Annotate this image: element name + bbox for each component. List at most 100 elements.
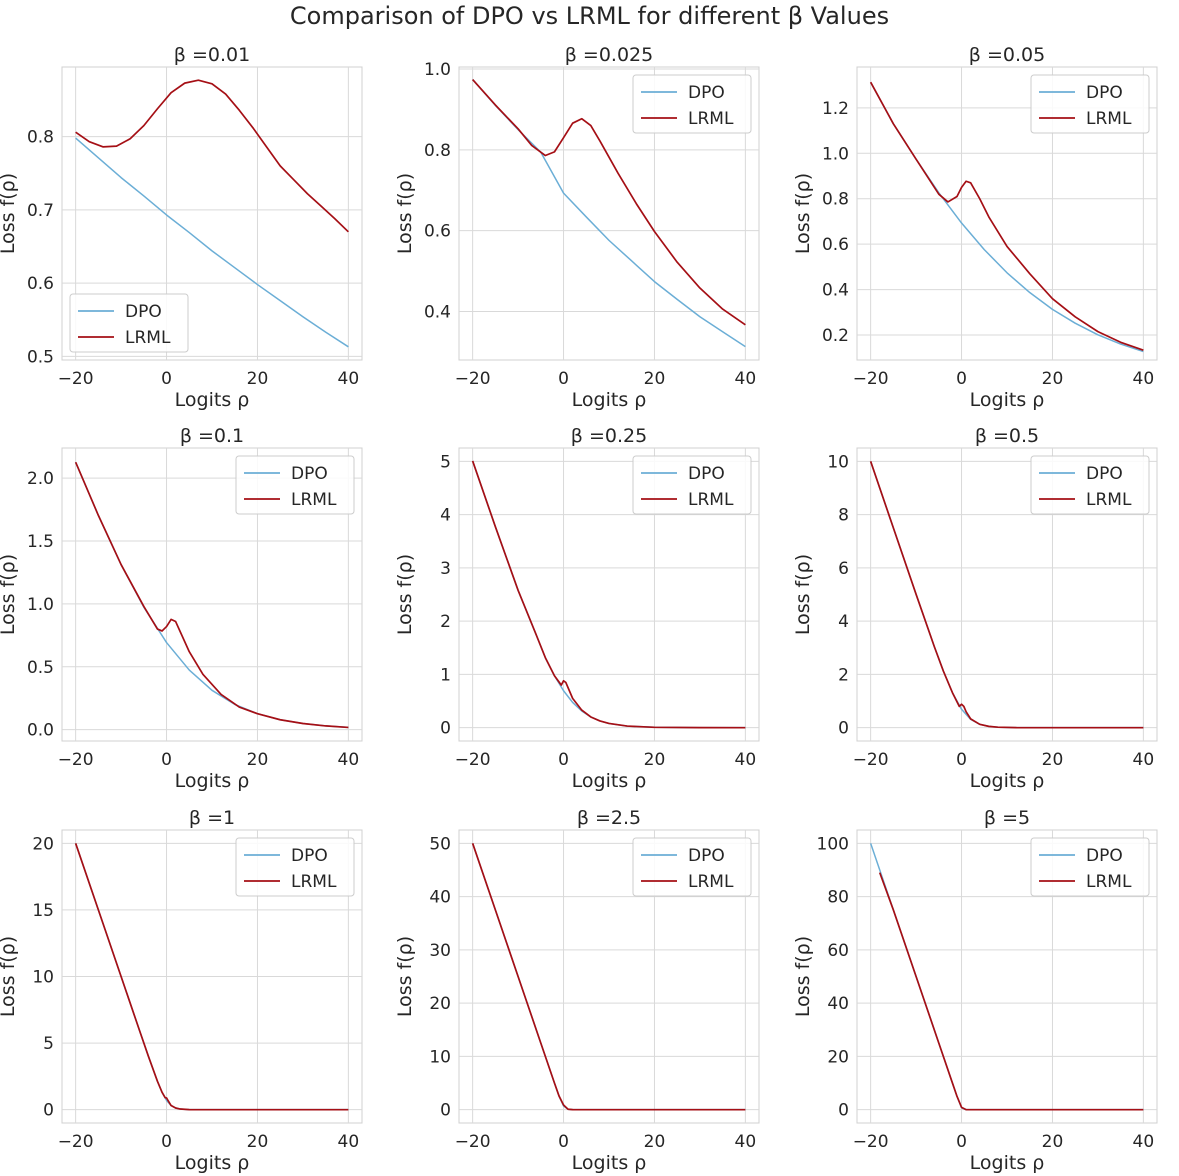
series-line-lrml xyxy=(74,461,349,729)
y-tick-label: 0 xyxy=(838,719,849,739)
y-tick-label: 0.8 xyxy=(822,190,849,210)
series-group xyxy=(471,843,746,1111)
y-tick-label: 0.6 xyxy=(822,235,849,255)
y-tick-label: 0.6 xyxy=(27,274,54,294)
x-tick-label: 40 xyxy=(735,1132,757,1152)
x-tick-label: 0 xyxy=(161,369,172,389)
legend-label-lrml: LRML xyxy=(688,109,734,129)
x-tick-label: 40 xyxy=(735,369,757,389)
series-line-lrml xyxy=(878,872,1144,1111)
x-tick-label: −20 xyxy=(455,1132,491,1152)
y-tick-label: 1.2 xyxy=(822,99,849,119)
x-tick-label: 0 xyxy=(558,1132,569,1152)
x-tick-label: −20 xyxy=(58,369,94,389)
y-tick-label: 40 xyxy=(429,888,451,908)
y-tick-label: 3 xyxy=(440,559,451,579)
x-tick-label: 20 xyxy=(1042,1132,1064,1152)
subplot-title: β =0.1 xyxy=(180,425,244,447)
x-tick-label: 0 xyxy=(558,369,569,389)
legend-label-lrml: LRML xyxy=(688,490,734,510)
x-tick-label: −20 xyxy=(455,750,491,770)
y-tick-label: 8 xyxy=(838,506,849,526)
legend-label-lrml: LRML xyxy=(291,872,337,892)
x-tick-label: 40 xyxy=(338,1132,360,1152)
legend: DPO LRML xyxy=(69,293,189,353)
x-tick-label: 0 xyxy=(956,750,967,770)
y-tick-label: 0 xyxy=(43,1101,54,1121)
y-tick-label: 10 xyxy=(429,1047,451,1067)
y-tick-label: 0 xyxy=(440,1101,451,1121)
x-tick-label: 20 xyxy=(247,369,269,389)
series-group xyxy=(472,78,746,348)
x-tick-label: 20 xyxy=(644,750,666,770)
x-axis-label: Logits ρ xyxy=(970,1152,1045,1174)
y-tick-label: 0.4 xyxy=(822,281,849,301)
y-tick-label: 0.8 xyxy=(27,128,54,148)
legend: DPO LRML xyxy=(1030,455,1150,515)
y-tick-label: 10 xyxy=(32,968,54,988)
legend-label-lrml: LRML xyxy=(1086,109,1132,129)
x-tick-label: 40 xyxy=(1133,369,1155,389)
x-axis-label: Logits ρ xyxy=(175,1152,250,1174)
legend: DPO LRML xyxy=(235,837,355,897)
series-group xyxy=(74,843,349,1111)
x-tick-label: −20 xyxy=(853,1132,889,1152)
y-tick-label: 0.2 xyxy=(822,326,849,346)
y-tick-label: 100 xyxy=(817,834,849,854)
y-tick-label: 0.0 xyxy=(27,721,54,741)
x-axis-label: Logits ρ xyxy=(572,770,647,792)
x-tick-label: 20 xyxy=(247,1132,269,1152)
y-axis-label: Loss f(ρ) xyxy=(394,554,416,635)
y-axis-label: Loss f(ρ) xyxy=(394,936,416,1017)
x-tick-label: 0 xyxy=(161,750,172,770)
x-axis-label: Logits ρ xyxy=(572,1152,647,1174)
x-tick-label: −20 xyxy=(853,750,889,770)
series-line-lrml xyxy=(471,843,746,1111)
y-tick-label: 1.0 xyxy=(822,144,849,164)
series-group xyxy=(471,460,746,729)
legend-label-lrml: LRML xyxy=(125,328,171,348)
legend: DPO LRML xyxy=(1030,74,1150,134)
y-tick-label: 80 xyxy=(827,888,849,908)
x-axis-label: Logits ρ xyxy=(572,389,647,411)
x-tick-label: 40 xyxy=(735,750,757,770)
y-tick-label: 1.5 xyxy=(27,532,54,552)
x-axis-label: Logits ρ xyxy=(970,389,1045,411)
series-group xyxy=(869,461,1144,729)
y-tick-label: 20 xyxy=(32,834,54,854)
series-line-lrml xyxy=(869,461,1144,729)
x-axis-label: Logits ρ xyxy=(175,770,250,792)
subplot-title: β =0.5 xyxy=(975,425,1039,447)
y-tick-label: 0.6 xyxy=(424,222,451,242)
series-line-lrml xyxy=(75,79,349,233)
legend: DPO LRML xyxy=(235,455,355,515)
y-tick-label: 20 xyxy=(827,1047,849,1067)
x-tick-label: 20 xyxy=(247,750,269,770)
legend-label-lrml: LRML xyxy=(1086,872,1132,892)
subplot-title: β =1 xyxy=(189,807,235,829)
legend-label-dpo: DPO xyxy=(688,83,725,103)
y-tick-label: 0.4 xyxy=(424,303,451,323)
legend-label-dpo: DPO xyxy=(291,846,328,866)
y-axis-label: Loss f(ρ) xyxy=(792,936,814,1017)
series-line-lrml xyxy=(74,843,349,1111)
y-tick-label: 0.8 xyxy=(424,141,451,161)
y-tick-label: 60 xyxy=(827,941,849,961)
x-axis-label: Logits ρ xyxy=(175,389,250,411)
y-tick-label: 1.0 xyxy=(424,60,451,80)
y-tick-label: 0.5 xyxy=(27,347,54,367)
subplot-title: β =5 xyxy=(984,807,1030,829)
legend-label-dpo: DPO xyxy=(688,464,725,484)
x-tick-label: 20 xyxy=(1042,750,1064,770)
series-group xyxy=(74,461,349,729)
y-tick-label: 2.0 xyxy=(27,469,54,489)
y-tick-label: 5 xyxy=(43,1034,54,1054)
legend: DPO LRML xyxy=(632,837,752,897)
legend-label-lrml: LRML xyxy=(688,872,734,892)
